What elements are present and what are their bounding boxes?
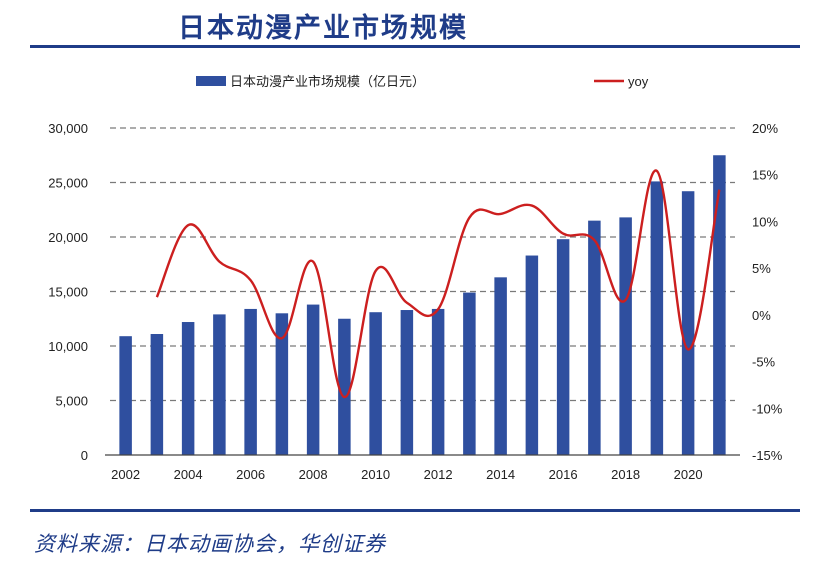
bar: [556, 239, 570, 455]
x-tick-label: 2020: [674, 467, 703, 482]
right-tick-label: 10%: [752, 214, 778, 229]
bar: [650, 181, 664, 455]
right-tick-label: 15%: [752, 168, 778, 183]
left-tick-label: 15,000: [48, 285, 88, 300]
legend-line-label: yoy: [628, 74, 649, 89]
footer-divider: [30, 509, 800, 512]
left-tick-label: 0: [81, 448, 88, 463]
legend-bar-label: 日本动漫产业市场规模（亿日元）: [230, 74, 425, 89]
bar: [181, 322, 195, 455]
x-tick-label: 2002: [111, 467, 140, 482]
bar: [525, 255, 539, 455]
yoy-line: [155, 169, 721, 399]
bar: [150, 334, 164, 455]
x-tick-label: 2008: [299, 467, 328, 482]
x-tick-label: 2006: [236, 467, 265, 482]
bar: [400, 310, 414, 455]
x-tick-label: 2010: [361, 467, 390, 482]
bar: [213, 314, 226, 455]
x-tick-label: 2012: [424, 467, 453, 482]
bar: [619, 217, 632, 455]
bar: [431, 308, 445, 455]
chart-area: 0 5,000 10,000 15,000 20,000 25,000 30,000 -15…: [48, 74, 783, 482]
header-divider: [30, 45, 800, 48]
right-axis-ticks: -15% -10% -5% 0% 5% 10% 15% 20%: [752, 121, 783, 463]
bar: [338, 318, 351, 455]
x-tick-label: 2018: [611, 467, 640, 482]
bar: [713, 155, 726, 455]
right-tick-label: 5%: [752, 261, 771, 276]
left-axis-ticks: 0 5,000 10,000 15,000 20,000 25,000 30,000: [48, 121, 88, 463]
chart-title: 日本动漫产业市场规模: [178, 13, 468, 44]
bar-series: [119, 155, 726, 455]
left-tick-label: 25,000: [48, 176, 88, 191]
bar: [369, 312, 382, 455]
left-tick-label: 10,000: [48, 339, 88, 354]
left-tick-label: 20,000: [48, 230, 88, 245]
left-tick-label: 5,000: [55, 394, 88, 409]
left-tick-label: 30,000: [48, 121, 88, 136]
right-tick-label: -15%: [752, 448, 783, 463]
x-axis-ticks: 2002 2004 2006 2008 2010 2012 2014 2016 2018 2020: [111, 467, 702, 482]
x-tick-label: 2014: [486, 467, 515, 482]
right-tick-label: 20%: [752, 121, 778, 136]
legend: 日本动漫产业市场规模（亿日元） yoy: [196, 74, 649, 89]
bar: [588, 220, 601, 455]
bar: [119, 336, 132, 455]
x-tick-label: 2016: [549, 467, 578, 482]
bar: [244, 308, 257, 455]
right-tick-label: -10%: [752, 401, 783, 416]
legend-bar-swatch: [196, 76, 226, 86]
bar: [681, 191, 695, 455]
right-tick-label: 0%: [752, 308, 771, 323]
bar: [306, 304, 320, 455]
source-note: 资料来源：日本动画协会，华创证券: [34, 532, 386, 556]
grid-lines: [110, 127, 735, 402]
x-tick-label: 2004: [174, 467, 203, 482]
bar: [275, 313, 289, 455]
bar: [463, 292, 476, 455]
right-tick-label: -5%: [752, 355, 776, 370]
bar: [494, 277, 507, 455]
